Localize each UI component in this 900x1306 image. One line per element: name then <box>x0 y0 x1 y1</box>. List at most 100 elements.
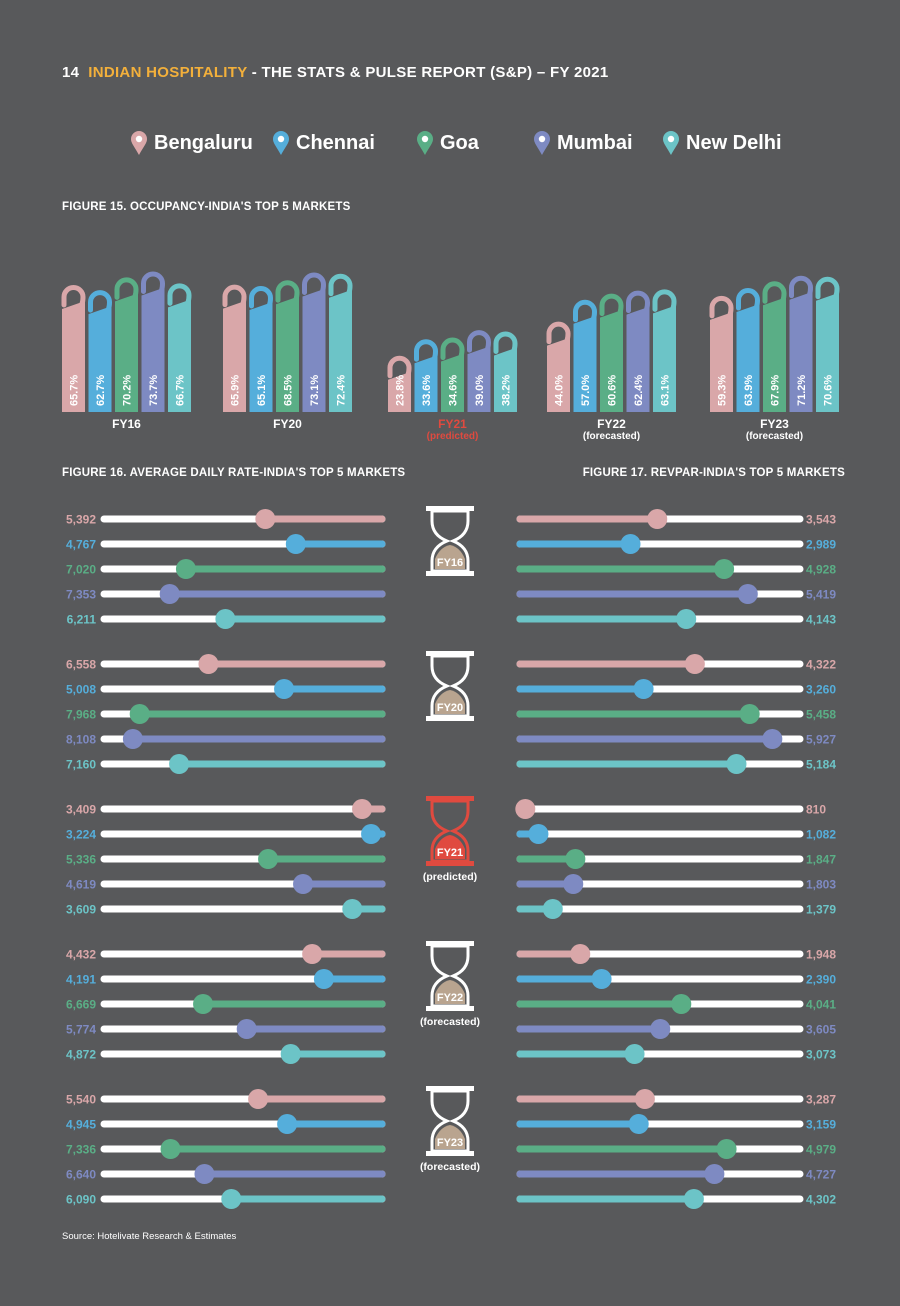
legend-item-bengaluru: Bengaluru <box>130 130 253 156</box>
occupancy-bar <box>302 288 326 412</box>
adr-value-label: 5,008 <box>66 683 96 697</box>
adr-value-label: 5,392 <box>66 513 96 527</box>
revpar-value-label: 4,302 <box>806 1193 836 1207</box>
adr-knob <box>313 969 334 989</box>
map-pin-icon <box>663 131 679 155</box>
map-pin-icon <box>131 131 147 155</box>
revpar-value-label: 4,143 <box>806 613 836 627</box>
category-label: FY20 <box>273 417 302 431</box>
occupancy-value-label: 60.6% <box>607 375 619 406</box>
revpar-value-label: 3,543 <box>806 513 836 527</box>
adr-knob <box>198 654 219 674</box>
adr-knob <box>129 704 150 724</box>
legend-item-chennai: Chennai <box>272 130 375 156</box>
slider-group-fy20: 6,558 4,322 5,008 3,260 7,968 5,458 8,108 5,927… <box>66 651 836 774</box>
occupancy-group-fy22: 44.0% 57.0% 60.6% 62.4% 63.1% FY22(forecasted… <box>546 289 677 442</box>
hourglass-note: (predicted) <box>423 871 477 883</box>
adr-knob <box>285 534 306 554</box>
occupancy-value-label: 39.0% <box>474 375 486 406</box>
occupancy-bar <box>736 304 760 412</box>
adr-knob <box>342 899 363 919</box>
occupancy-value-label: 65.9% <box>230 375 242 406</box>
revpar-knob <box>716 1139 737 1159</box>
revpar-knob <box>624 1044 645 1064</box>
occupancy-value-label: 44.0% <box>554 375 566 406</box>
occupancy-value-label: 33.6% <box>421 375 433 406</box>
adr-value-label: 7,020 <box>66 563 96 577</box>
category-note: (forecasted) <box>583 431 640 442</box>
revpar-value-label: 3,159 <box>806 1118 836 1132</box>
adr-value-label: 3,224 <box>66 828 96 842</box>
category-label: FY23 <box>760 417 789 431</box>
adr-knob <box>122 729 143 749</box>
revpar-knob <box>515 799 536 819</box>
occupancy-bar <box>710 311 733 412</box>
adr-value-label: 7,160 <box>66 758 96 772</box>
revpar-knob <box>737 584 758 604</box>
occupancy-group-fy23: 59.3% 63.9% 67.9% 71.2% 70.6% FY23(forecasted… <box>709 275 840 442</box>
category-note: (forecasted) <box>746 431 803 442</box>
adr-value-label: 4,191 <box>66 973 96 987</box>
revpar-value-label: 1,803 <box>806 878 836 892</box>
occupancy-bar <box>494 347 517 412</box>
revpar-knob <box>762 729 783 749</box>
adr-knob <box>160 1139 181 1159</box>
revpar-value-label: 810 <box>806 803 826 817</box>
occupancy-bar <box>329 289 352 412</box>
legend-label: Goa <box>440 131 479 154</box>
adr-knob <box>258 849 279 869</box>
adr-knob <box>194 1164 215 1184</box>
revpar-value-label: 5,184 <box>806 758 836 772</box>
revpar-knob <box>634 1089 655 1109</box>
legend-item-mumbai: Mumbai <box>533 130 633 156</box>
occupancy-value-label: 63.1% <box>660 375 672 406</box>
adr-knob <box>175 559 196 579</box>
occupancy-value-label: 34.6% <box>448 375 460 406</box>
revpar-value-label: 4,979 <box>806 1143 836 1157</box>
revpar-knob <box>620 534 641 554</box>
hourglass-note: (forecasted) <box>420 1016 480 1028</box>
hourglass-label: FY20 <box>437 702 463 714</box>
category-label: FY16 <box>112 417 141 431</box>
revpar-value-label: 3,287 <box>806 1093 836 1107</box>
adr-knob <box>293 874 314 894</box>
slider-group-fy16: 5,392 3,543 4,767 2,989 7,020 4,928 7,353 5,419… <box>66 506 836 629</box>
revpar-knob <box>542 899 563 919</box>
adr-knob <box>169 754 190 774</box>
adr-knob <box>352 799 373 819</box>
page-number: 14 <box>62 64 80 81</box>
adr-knob <box>302 944 323 964</box>
hourglass-label: FY23 <box>437 1137 463 1149</box>
adr-value-label: 7,353 <box>66 588 96 602</box>
legend-label: Bengaluru <box>154 131 253 154</box>
revpar-value-label: 5,927 <box>806 733 836 747</box>
revpar-value-label: 4,727 <box>806 1168 836 1182</box>
revpar-knob <box>704 1164 725 1184</box>
legend-label: Chennai <box>296 131 375 154</box>
occupancy-bar <box>441 353 464 412</box>
occupancy-group-fy16: 65.7% 62.7% 70.2% 73.7% 66.7% FY16 <box>61 271 192 431</box>
revpar-value-label: 4,928 <box>806 563 836 577</box>
legend-item-new-delhi: New Delhi <box>662 130 782 156</box>
occupancy-value-label: 65.1% <box>256 375 268 406</box>
adr-knob <box>215 609 236 629</box>
occupancy-value-label: 59.3% <box>717 375 729 406</box>
hourglass-label: FY16 <box>437 557 463 569</box>
revpar-knob <box>650 1019 671 1039</box>
adr-value-label: 4,872 <box>66 1048 96 1062</box>
adr-value-label: 6,669 <box>66 998 96 1012</box>
revpar-value-label: 4,041 <box>806 998 836 1012</box>
occupancy-bar <box>547 337 570 412</box>
revpar-knob <box>676 609 697 629</box>
category-note: (predicted) <box>427 431 479 442</box>
adr-value-label: 4,767 <box>66 538 96 552</box>
occupancy-bar <box>62 301 85 412</box>
adr-knob <box>277 1114 298 1134</box>
adr-knob <box>274 679 295 699</box>
adr-value-label: 5,336 <box>66 853 96 867</box>
occupancy-bar <box>467 346 491 412</box>
adr-knob <box>236 1019 257 1039</box>
revpar-knob <box>739 704 760 724</box>
report-brand: INDIAN HOSPITALITY <box>88 64 248 81</box>
adr-value-label: 5,540 <box>66 1093 96 1107</box>
